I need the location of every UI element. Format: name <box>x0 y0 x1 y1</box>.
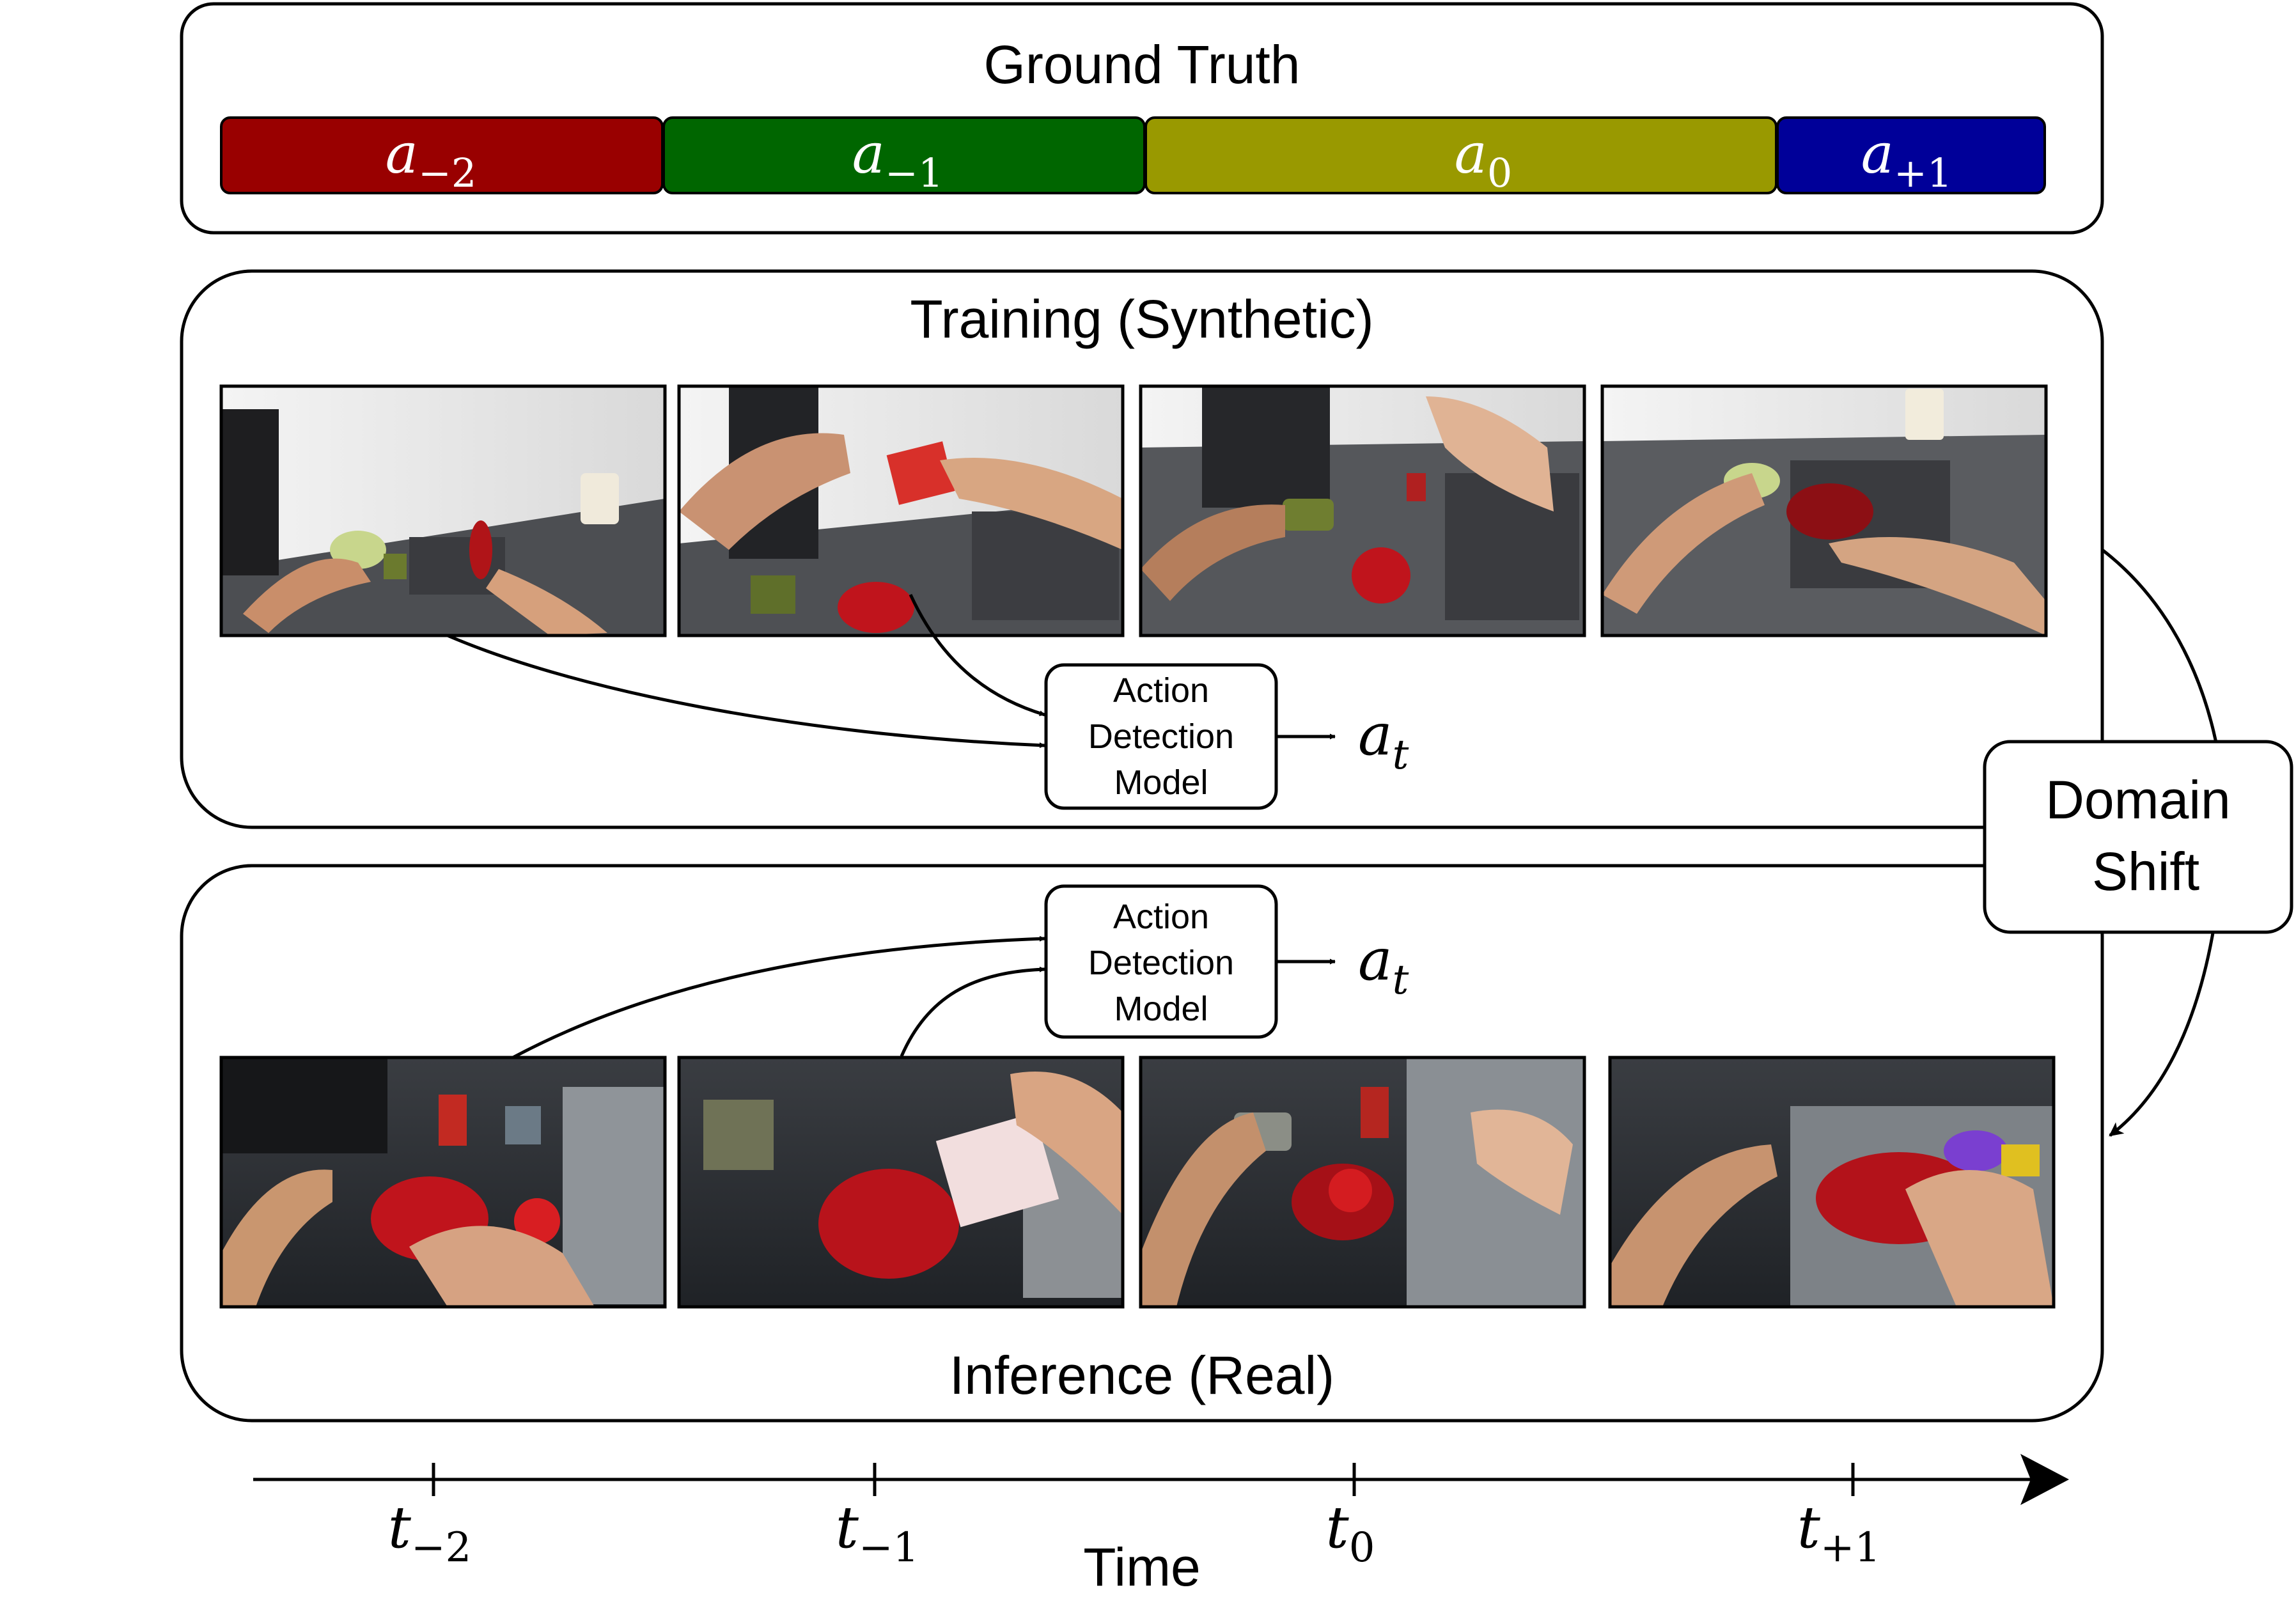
time-tick-label: t0 <box>1326 1494 1375 1572</box>
real-frame <box>677 1056 1125 1309</box>
real-frame <box>1608 1056 2056 1309</box>
ground-truth-segment: a0 <box>1144 116 1777 196</box>
synthetic-frame <box>219 384 667 637</box>
model-label-line: Detection <box>1088 944 1234 982</box>
model-label-line: Model <box>1114 763 1208 802</box>
segment-label-sub: −2 <box>418 150 476 196</box>
frame-to-model-arrow <box>447 634 1045 749</box>
time-tick-label: t−1 <box>836 1494 919 1572</box>
ground-truth-title: Ground Truth <box>984 35 1300 95</box>
ground-truth-segment: a−2 <box>220 116 664 196</box>
frame-to-model-arrow <box>909 593 1045 717</box>
segment-label-base: a <box>1455 122 1487 186</box>
inference-title: Inference (Real) <box>949 1345 1334 1405</box>
real-frame <box>219 1056 667 1309</box>
ground-truth-segment: a−1 <box>662 116 1146 196</box>
model-output-label: at <box>1358 701 1409 779</box>
ground-truth-panel: Ground Truth a−2 a−1 a0 a+1 <box>180 2 2104 235</box>
model-label-line: Action <box>1113 898 1209 936</box>
domain-shift-box: Domain Shift <box>1983 740 2293 934</box>
synthetic-frame <box>677 384 1125 637</box>
training-title: Training (Synthetic) <box>910 289 1373 349</box>
svg-text:a+1: a+1 <box>1861 122 1953 196</box>
model-label-line: Detection <box>1088 717 1234 756</box>
segment-label-base: a <box>852 122 885 186</box>
segment-label-sub: +1 <box>1894 150 1952 196</box>
domain-shift-label-line: Domain <box>2045 770 2230 830</box>
segment-label-base: a <box>1861 122 1894 186</box>
segment-label-sub: −1 <box>885 150 943 196</box>
domain-shift-label-line: Shift <box>2092 841 2199 901</box>
svg-text:a0: a0 <box>1455 122 1513 196</box>
svg-text:a−2: a−2 <box>386 122 477 196</box>
time-tick-label: t−2 <box>388 1494 472 1572</box>
inference-panel: Inference (Real) Action Detection Model … <box>180 864 2104 1423</box>
synthetic-frame <box>1600 384 2048 637</box>
action-detection-model-box: Action Detection Model <box>1044 884 1278 1039</box>
model-output-label: at <box>1358 926 1409 1004</box>
svg-text:a−1: a−1 <box>852 122 944 196</box>
time-axis-label: Time <box>1083 1537 1201 1597</box>
real-frame <box>1139 1056 1586 1309</box>
model-label-line: Model <box>1114 990 1208 1028</box>
training-panel: Training (Synthetic) <box>180 269 2104 829</box>
frame-to-model-arrow <box>472 935 1045 1082</box>
time-tick-label: t+1 <box>1797 1494 1881 1572</box>
time-axis-arrowhead <box>2020 1454 2069 1505</box>
timeline: t−2 t−1 t0 t+1 Time <box>253 1454 2069 1597</box>
frame-to-model-arrow <box>900 966 1045 1057</box>
segment-label-base: a <box>386 122 418 186</box>
synthetic-frame <box>1139 384 1586 637</box>
ground-truth-segment: a+1 <box>1776 116 2046 196</box>
model-label-line: Action <box>1113 671 1209 710</box>
segment-label-sub: 0 <box>1487 150 1512 196</box>
action-detection-model-box: Action Detection Model <box>1044 663 1278 810</box>
